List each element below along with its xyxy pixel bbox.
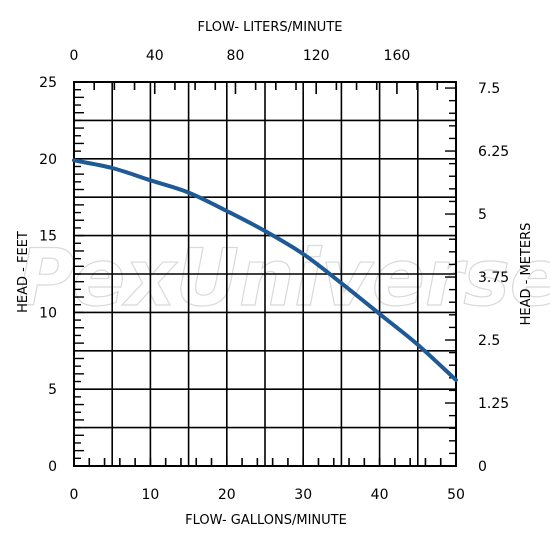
- x-bottom-tick-label: 0: [70, 487, 79, 503]
- y-left-tick-label: 15: [39, 229, 57, 245]
- y-left-tick-label: 25: [39, 75, 57, 91]
- y-left-tick-label: 5: [48, 382, 57, 398]
- x-top-tick-label: 40: [146, 48, 164, 64]
- y-right-tick-label: 7.5: [478, 81, 500, 97]
- x-bottom-tick-label: 20: [218, 487, 236, 503]
- y-left-tick-label: 10: [39, 305, 57, 321]
- x-top-tick-label: 160: [384, 48, 411, 64]
- x-bottom-tick-label: 10: [141, 487, 159, 503]
- y-right-tick-label: 1.25: [478, 396, 509, 412]
- watermark: PexUniverse: [17, 234, 550, 324]
- x-bottom-tick-label: 50: [447, 487, 465, 503]
- y-right-tick-label: 5: [478, 207, 487, 223]
- y-right-axis-title: HEAD - METERS: [519, 223, 534, 326]
- x-bottom-tick-label: 30: [294, 487, 312, 503]
- x-top-tick-label: 80: [227, 48, 245, 64]
- y-right-tick-label: 3.75: [478, 270, 509, 286]
- y-left-tick-label: 0: [48, 459, 57, 475]
- y-right-tick-label: 0: [478, 459, 487, 475]
- x-bottom-axis-title: FLOW- GALLONS/MINUTE: [185, 513, 347, 528]
- x-bottom-tick-label: 40: [371, 487, 389, 503]
- grid: [74, 82, 456, 466]
- y-right-tick-label: 6.25: [478, 144, 509, 160]
- y-right-tick-label: 2.5: [478, 333, 500, 349]
- y-left-axis-title: HEAD - FEET: [16, 231, 31, 313]
- y-left-tick-label: 20: [39, 152, 57, 168]
- x-top-tick-label: 0: [70, 48, 79, 64]
- x-top-axis-title: FLOW- LITERS/MINUTE: [198, 20, 343, 35]
- x-top-tick-label: 120: [303, 48, 330, 64]
